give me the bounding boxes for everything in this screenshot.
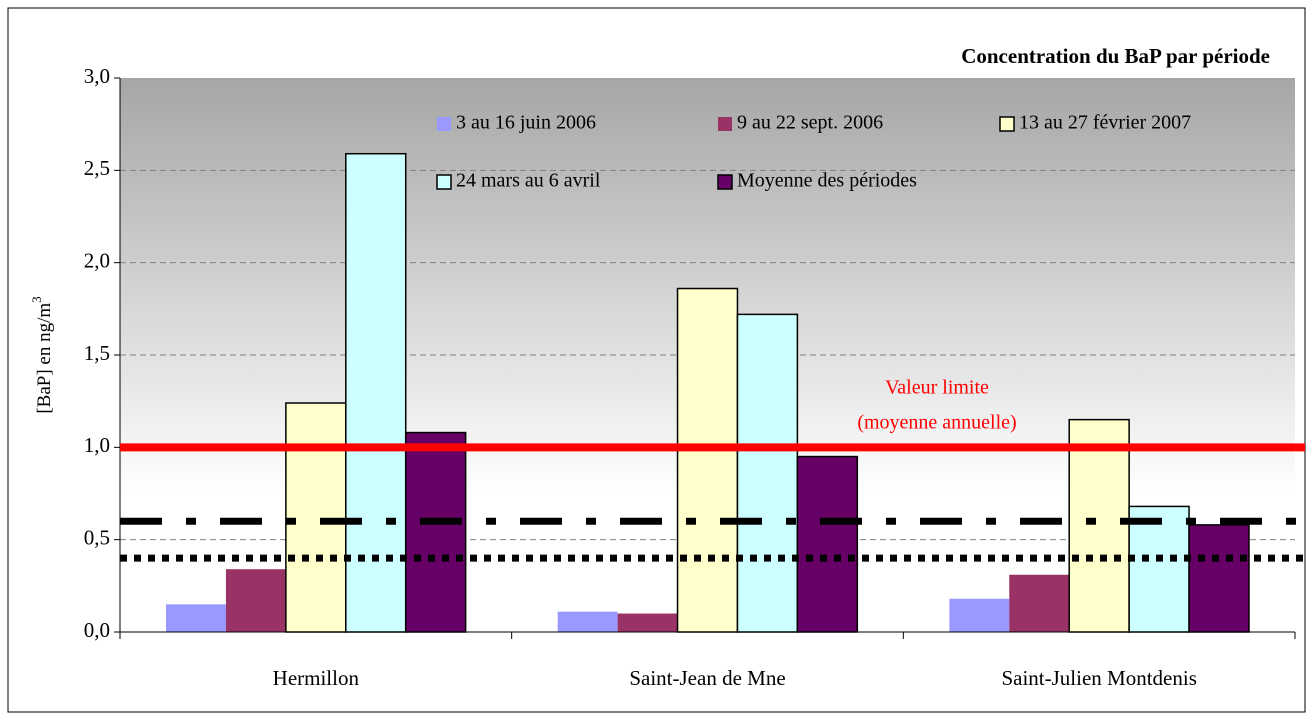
bar	[166, 604, 226, 632]
legend-swatch	[718, 117, 732, 131]
y-axis-label-text: [BaP] en ng/m	[34, 303, 55, 414]
y-tick-label: 3,0	[84, 64, 110, 88]
bar	[676, 287, 739, 633]
legend-label: 13 au 27 février 2007	[1019, 112, 1191, 134]
legend-swatch	[436, 174, 452, 190]
bar	[404, 431, 467, 633]
bar	[225, 569, 286, 632]
y-axis-label: [BaP] en ng/m3	[29, 296, 55, 413]
legend-swatch	[717, 174, 733, 190]
bar	[949, 598, 1010, 632]
bar	[1128, 505, 1190, 633]
legend-label: 3 au 16 juin 2006	[456, 112, 596, 134]
legend-label: 24 mars au 6 avril	[456, 170, 601, 192]
legend-label: 9 au 22 sept. 2006	[737, 112, 883, 134]
y-tick-label: 1,0	[84, 433, 110, 457]
bar	[736, 313, 799, 633]
bar	[285, 402, 347, 633]
y-tick-label: 2,0	[84, 248, 110, 272]
legend-label: Moyenne des périodes	[737, 170, 917, 192]
y-axis-label-sup: 3	[29, 296, 44, 303]
y-tick-label: 1,5	[84, 341, 110, 365]
annotation: Valeur limite	[885, 377, 989, 399]
y-tick-label: 0,5	[84, 525, 110, 549]
y-tick-label: 2,5	[84, 156, 110, 180]
bar	[1009, 574, 1070, 632]
bar	[1188, 524, 1250, 633]
x-tick-label: Saint-Jean de Mne	[629, 666, 785, 690]
annotation: (moyenne annuelle)	[857, 412, 1016, 434]
chart-title: Concentration du BaP par période	[961, 44, 1270, 68]
legend-swatch	[437, 117, 451, 131]
legend-swatch	[999, 116, 1015, 132]
x-tick-label: Hermillon	[273, 666, 360, 690]
bar	[617, 613, 678, 632]
y-tick-label: 0,0	[84, 618, 110, 642]
bar	[796, 455, 859, 633]
x-tick-label: Saint-Julien Montdenis	[1001, 666, 1196, 690]
bar	[1068, 418, 1130, 633]
bar	[557, 611, 618, 632]
